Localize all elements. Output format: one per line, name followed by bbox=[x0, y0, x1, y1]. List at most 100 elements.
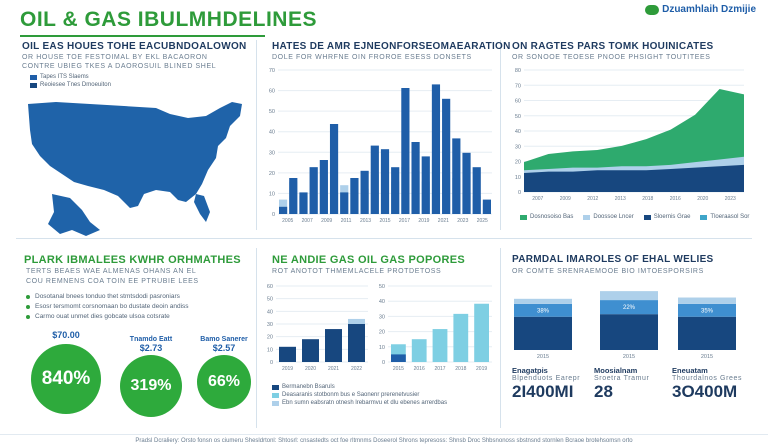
x-tick-label: 2015 bbox=[701, 354, 713, 360]
bar-chart-title: HATES DE AMR EJNEONFORSEOMAEARATION bbox=[272, 41, 511, 52]
legend-swatch bbox=[700, 214, 708, 220]
y-tick-label: 40 bbox=[379, 299, 385, 305]
stat-sub: Thourdalnos Grees bbox=[672, 375, 743, 382]
plant-subtitle-2: COU REMNENS COA TOIN EE PTRUBIE LEES bbox=[26, 278, 199, 285]
x-tick-label: 2013 bbox=[615, 196, 626, 202]
y-tick-label: 10 bbox=[379, 345, 385, 351]
bar bbox=[453, 313, 469, 362]
bar bbox=[401, 88, 410, 214]
bar-chart-subtitle: DOLE FOR WHRFNE OIN FROROE ESESS DONSETS bbox=[272, 54, 472, 61]
y-tick-label: 30 bbox=[515, 144, 521, 150]
x-tick-label: 2018 bbox=[642, 196, 653, 202]
bar bbox=[309, 167, 318, 214]
legend-label: Tloeraasol Sor bbox=[710, 214, 750, 220]
x-tick-label: 2023 bbox=[457, 218, 468, 224]
gas-panel-title: NE ANDIE GAS OIL GAS POPORES bbox=[272, 254, 465, 266]
circle-value: 840% bbox=[31, 344, 101, 414]
bar bbox=[431, 84, 441, 215]
stacked-segment bbox=[600, 300, 658, 315]
y-tick-label: 70 bbox=[269, 68, 275, 74]
bar bbox=[411, 142, 420, 214]
bar bbox=[380, 149, 390, 214]
gas-bar-chart-a: 60 50 40 30 20 10 0 2019 2020 2021 2022 bbox=[267, 284, 368, 372]
stat-sub: Sroetra Tramur bbox=[594, 375, 650, 382]
x-tick-label: 2019 bbox=[282, 366, 293, 372]
circle-value: 66% bbox=[197, 355, 251, 409]
list-item: Esosr tersmomt corsnomaan bo dustate deo… bbox=[26, 302, 226, 312]
gas-legend-item: Bermanebn Bsaruls bbox=[272, 384, 496, 390]
map-subtitle-1: OR HOUSE TOE FESTOIMAL BY EKL BACAORON bbox=[22, 54, 208, 61]
area-legend: Dosnosoiso Bas Doossoe Lncer Sloernis Grae… bbox=[520, 214, 760, 220]
stat-value: 2I400MI bbox=[512, 382, 574, 401]
y-tick-label: 80 bbox=[515, 68, 521, 74]
stacked-segment bbox=[600, 291, 658, 301]
y-tick-label: 40 bbox=[267, 309, 273, 315]
y-tick-label: 30 bbox=[379, 314, 385, 320]
x-tick-label: 2015 bbox=[393, 366, 404, 372]
legend-label: Doossoe Lncer bbox=[593, 214, 634, 220]
col-divider-3 bbox=[256, 248, 257, 428]
map-legend-item: Tapes ITS Slaems bbox=[30, 74, 230, 80]
gas-bar-chart-b: 50 40 30 20 10 0 2015 2016 2017 2018 2019 bbox=[379, 284, 492, 372]
x-tick-label: 2017 bbox=[434, 366, 445, 372]
y-tick-label: 20 bbox=[379, 330, 385, 336]
bar bbox=[302, 339, 319, 362]
bar bbox=[391, 167, 400, 214]
x-tick-label: 2017 bbox=[399, 218, 410, 224]
bar bbox=[391, 354, 406, 362]
x-tick-label: 2016 bbox=[414, 366, 425, 372]
area-legend-item: Doossoe Lncer bbox=[583, 214, 634, 220]
legend-swatch bbox=[520, 214, 527, 220]
y-tick-label: 0 bbox=[270, 360, 273, 366]
y-tick-label: 50 bbox=[515, 114, 521, 120]
y-tick-label: 60 bbox=[267, 284, 273, 290]
brand-logo: Dzuamhlaih Dzmijie bbox=[645, 4, 756, 15]
x-tick-label: 2020 bbox=[305, 366, 316, 372]
bar bbox=[462, 152, 471, 214]
bar bbox=[279, 346, 296, 362]
x-tick-label: 2021 bbox=[438, 218, 449, 224]
x-tick-label: 2015 bbox=[623, 354, 635, 360]
stat-sub: Blpenduots Earepr bbox=[512, 375, 581, 382]
stacked-segment bbox=[678, 316, 736, 350]
florida-shape bbox=[194, 194, 210, 222]
area-chart-subtitle: OR SONOOE TEOESE PNOOE PHSIGHT TOUTITEES bbox=[512, 54, 711, 61]
plant-subtitle-1: TERTS BEAES WAE ALMENAS OHANS AN EL bbox=[26, 268, 197, 275]
footer-note: Pradsl Dcraliery: Orsto fonsn os ciumeru… bbox=[0, 434, 768, 448]
map-legend-item: Reoiesee Tnes Dmoeuiton bbox=[30, 82, 230, 88]
x-tick-label: 2018 bbox=[455, 366, 466, 372]
y-tick-label: 70 bbox=[515, 83, 521, 89]
y-tick-label: 10 bbox=[269, 191, 275, 197]
y-tick-label: 40 bbox=[269, 130, 275, 136]
x-tick-label: 2025 bbox=[477, 218, 488, 224]
area-chart: 80 70 60 50 40 30 20 10 0 2007 2009 2012 2013 2018 201… bbox=[515, 68, 744, 202]
bar bbox=[370, 145, 379, 214]
circle-caption: $70.00 bbox=[52, 330, 80, 340]
stat-block-1: Enagatpis Blpenduots Earepr 2I400MI bbox=[512, 366, 580, 402]
bar bbox=[442, 98, 451, 214]
bar bbox=[325, 329, 342, 362]
stat-value: 28 bbox=[594, 382, 613, 401]
y-tick-label: 50 bbox=[379, 284, 385, 290]
legend-swatch bbox=[583, 214, 591, 220]
bar-chart-main: 70 60 50 40 30 20 10 0 2005 2007 2009 2011 2013 2015 2… bbox=[269, 68, 492, 224]
y-tick-label: 20 bbox=[267, 335, 273, 341]
data-label: 22% bbox=[623, 305, 636, 311]
stacked-subtitle: OR COMTE SRENRAEMOOE BIO IMTOESPORSIRS bbox=[512, 268, 704, 275]
bar bbox=[360, 170, 369, 214]
stat-caption: Moosialnam bbox=[594, 366, 638, 375]
brand-name: Dzuamhlaih Dzmijie bbox=[662, 4, 756, 15]
bar bbox=[289, 178, 298, 214]
legend-label: Dosnosoiso Bas bbox=[530, 214, 574, 220]
plant-panel-title: PLARK IBMALEES KWHR ORHMATHES bbox=[24, 254, 241, 266]
data-label: 38% bbox=[537, 308, 550, 314]
list-item: Dosotanal bnees tonduo thet stmtsdodi pa… bbox=[26, 292, 226, 302]
x-tick-label: 2007 bbox=[302, 218, 313, 224]
x-tick-label: 2020 bbox=[697, 196, 708, 202]
y-tick-label: 10 bbox=[267, 347, 273, 353]
data-label: 35% bbox=[701, 308, 714, 314]
y-tick-label: 30 bbox=[267, 322, 273, 328]
area-series bbox=[524, 164, 744, 192]
us-map bbox=[28, 102, 242, 236]
x-tick-label: 2019 bbox=[476, 366, 487, 372]
